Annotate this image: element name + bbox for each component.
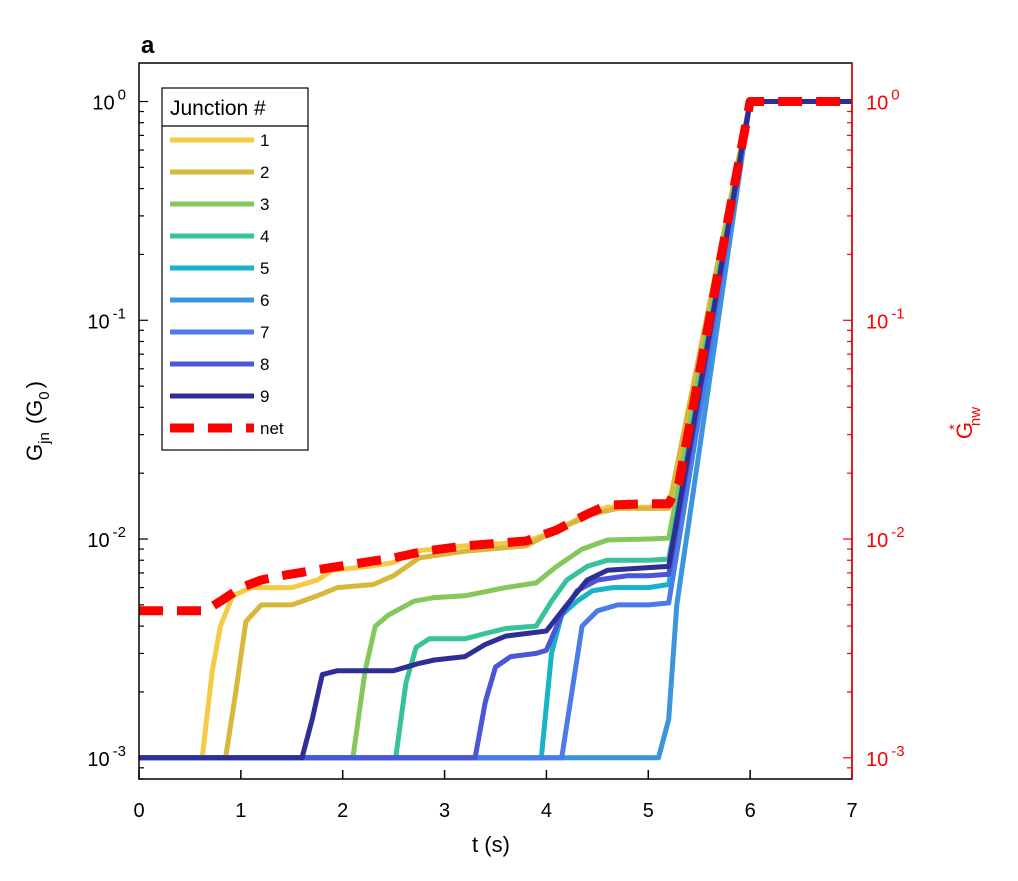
y-tick-label: 10 0 <box>92 87 126 115</box>
y-axis-label-unit-close: ) <box>22 381 47 388</box>
y-axis-label-sub: jn <box>36 432 53 445</box>
legend-entry-5: 5 <box>260 259 269 278</box>
series-line-2 <box>139 99 852 761</box>
y-axis-label: Gjn (G0) <box>22 381 53 461</box>
x-tick-label: 7 <box>846 800 857 822</box>
x-tick-label: 3 <box>439 800 450 822</box>
legend-entry-1: 1 <box>260 131 269 150</box>
y-axis-label-unit-open: (G <box>22 400 47 424</box>
x-axis-label: t (s) <box>472 832 510 857</box>
legend-entry-6: 6 <box>260 291 269 310</box>
legend-entry-2: 2 <box>260 163 269 182</box>
series-line-net <box>139 97 852 616</box>
y-right-tick-label: 10 0 <box>866 87 900 115</box>
x-tick-label: 6 <box>745 800 756 822</box>
legend-entry-4: 4 <box>260 227 269 246</box>
y-tick-label: 10 -3 <box>87 743 126 771</box>
legend-title: Junction # <box>170 97 266 120</box>
y-axis-label-unit-sub: 0 <box>36 391 53 399</box>
legend-entry-8: 8 <box>260 355 269 374</box>
series-line-3 <box>139 99 852 761</box>
y-axis-right-label-main: G <box>952 422 977 439</box>
panel-label: a <box>141 32 155 59</box>
x-tick-label: 5 <box>643 800 654 822</box>
y-tick-label: 10 -1 <box>87 305 126 333</box>
series-layer <box>139 97 852 761</box>
y-axis-right-label-sup: * <box>946 424 963 430</box>
series-line-4 <box>139 99 852 761</box>
x-axis-ticks: 0 1 2 3 4 5 6 7 <box>133 770 858 822</box>
legend-entry-9: 9 <box>260 387 269 406</box>
y-axis-right-label-sub: nw <box>967 407 984 426</box>
x-tick-label: 1 <box>235 800 246 822</box>
x-tick-label: 2 <box>337 800 348 822</box>
legend: Junction # 1 2 3 4 5 6 7 8 9 net <box>161 87 309 451</box>
y-axis-label-main: G <box>22 444 47 461</box>
y-right-tick-label: 10 -3 <box>866 743 905 771</box>
x-tick-label: 0 <box>133 800 144 822</box>
legend-entry-7: 7 <box>260 323 269 342</box>
series-line-9 <box>139 99 852 761</box>
x-tick-label: 4 <box>541 800 552 822</box>
legend-entry-net: net <box>260 419 284 438</box>
y-axis-right-label: G* nw <box>946 407 984 439</box>
y-tick-label: 10 -2 <box>87 524 126 552</box>
legend-entry-3: 3 <box>260 195 269 214</box>
y-right-tick-label: 10 -1 <box>866 305 905 333</box>
y-right-tick-label: 10 -2 <box>866 524 905 552</box>
